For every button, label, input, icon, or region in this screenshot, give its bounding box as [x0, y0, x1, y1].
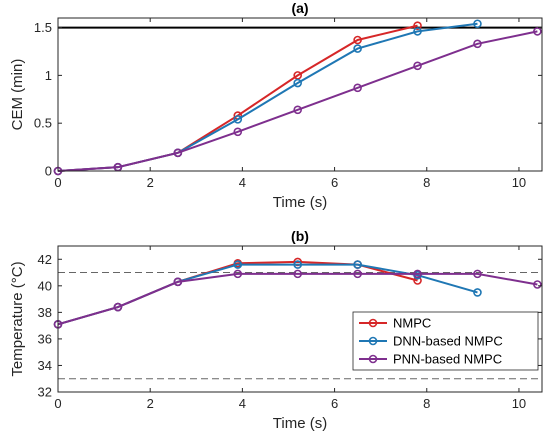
data-point	[233, 115, 243, 124]
y-tick-label: 0.5	[34, 116, 52, 131]
data-point	[293, 269, 302, 279]
panel-1: 0 2 4 6 8 10 32 34 36 38 40 42 (b) Time (s) Temperatur…	[9, 228, 543, 432]
chart-title: (b)	[291, 228, 309, 244]
x-tick-label: 2	[147, 175, 154, 190]
x-tick-label: 8	[423, 396, 430, 411]
chart-title: (a)	[291, 0, 308, 16]
data-point	[533, 27, 542, 36]
data-point	[533, 280, 542, 289]
x-tick-label: 10	[512, 396, 526, 411]
data-point	[293, 78, 302, 88]
data-point	[233, 127, 243, 137]
y-tick-label: 36	[38, 331, 52, 346]
y-tick-label: 42	[38, 252, 52, 267]
legend-entry-label: PNN-based NMPC	[393, 352, 502, 367]
x-tick-label: 0	[54, 396, 61, 411]
legend-swatch-marker	[368, 336, 378, 346]
y-tick-label: 1	[45, 68, 52, 83]
x-tick-label: 6	[331, 396, 338, 411]
data-point	[233, 269, 243, 279]
x-axis-label: Time (s)	[273, 415, 327, 432]
data-point	[413, 269, 422, 279]
data-point	[353, 269, 362, 279]
series-line-2	[57, 30, 538, 172]
x-tick-label: 10	[512, 175, 526, 190]
y-tick-label: 38	[38, 305, 52, 320]
data-point	[413, 61, 422, 71]
y-tick-label: 1.5	[34, 20, 52, 35]
data-point	[353, 260, 362, 269]
data-point	[353, 44, 362, 53]
data-point	[233, 260, 243, 269]
data-point	[173, 148, 183, 158]
data-point	[473, 19, 482, 29]
data-point	[173, 277, 183, 287]
data-point	[293, 260, 302, 269]
x-tick-label: 2	[147, 396, 154, 411]
data-point	[353, 35, 362, 45]
x-axis-label: Time (s)	[273, 194, 327, 211]
axes-box	[57, 245, 543, 393]
data-point	[473, 39, 482, 49]
y-tick-label: 34	[38, 358, 52, 373]
x-tick-label: 0	[54, 175, 61, 190]
data-point	[413, 27, 422, 36]
series-line-2	[57, 272, 538, 326]
data-point	[473, 269, 482, 279]
data-point	[293, 105, 302, 115]
legend-swatch-marker	[368, 318, 378, 328]
data-point	[353, 83, 362, 93]
x-tick-label: 4	[239, 396, 246, 411]
plot-area	[58, 18, 542, 171]
legend: NMPC DNN-based NMPC PNN-based NMPC	[352, 311, 539, 371]
legend-entry-label: DNN-based NMPC	[393, 334, 503, 349]
panel-0: 0 2 4 6 8 10 0 0.5 1 1.5 (a) Time (s) CEM (min)	[9, 0, 543, 211]
x-tick-label: 4	[239, 175, 246, 190]
y-tick-label: 40	[38, 278, 52, 293]
x-tick-label: 8	[423, 175, 430, 190]
data-point	[413, 21, 422, 30]
legend-entry-label: NMPC	[393, 316, 431, 331]
data-point	[113, 302, 123, 312]
legend-swatch-marker	[368, 354, 378, 364]
x-tick-label: 6	[331, 175, 338, 190]
y-axis-label: Temperature (°C)	[9, 261, 26, 376]
axes-box	[57, 17, 543, 172]
y-axis-label: CEM (min)	[9, 59, 26, 131]
data-point	[473, 288, 482, 297]
y-tick-label: 32	[38, 385, 52, 400]
y-tick-label: 0	[45, 164, 52, 179]
